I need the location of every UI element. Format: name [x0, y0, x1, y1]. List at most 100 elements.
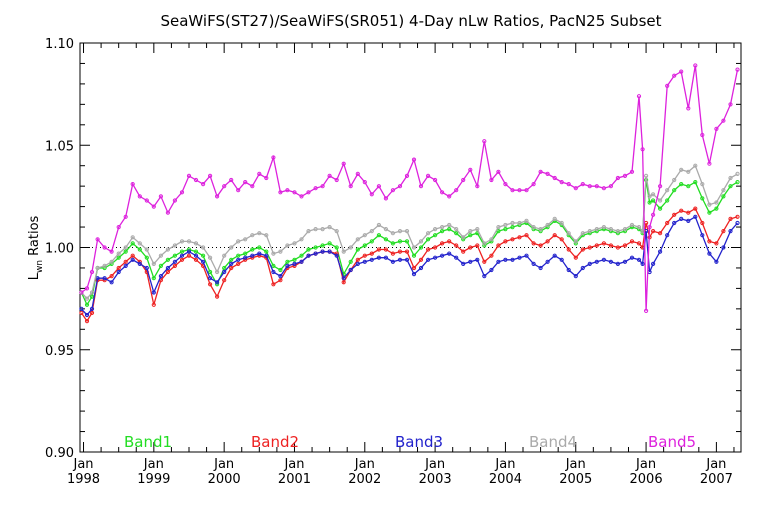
data-point-band1 [334, 245, 339, 250]
data-point-band2 [545, 239, 550, 244]
x-tick-year-label: 1999 [137, 472, 170, 487]
data-point-band3 [186, 249, 192, 254]
data-point-band1 [651, 198, 656, 203]
data-point-band4 [707, 202, 712, 207]
data-point-band3 [292, 261, 297, 266]
data-point-band5 [496, 169, 501, 174]
data-point-band3 [179, 253, 185, 258]
data-point-band3 [306, 253, 311, 258]
data-point-band3 [580, 265, 585, 271]
data-point-band4 [545, 222, 550, 228]
data-point-band3 [165, 265, 170, 271]
data-point-band4 [123, 245, 128, 250]
svg-text:Lwn Ratios: Lwn Ratios [27, 215, 45, 280]
data-point-band5 [334, 177, 339, 183]
data-point-band2 [721, 229, 726, 234]
data-point-band4 [292, 241, 297, 246]
data-point-band3 [320, 249, 325, 254]
data-point-band2 [728, 216, 733, 221]
data-point-band3 [123, 263, 128, 268]
data-point-band2 [580, 247, 585, 252]
data-point-band3 [102, 276, 107, 281]
data-point-band1 [503, 227, 508, 232]
data-point-band3 [461, 261, 466, 266]
data-point-band3 [573, 274, 578, 279]
data-point-band2 [215, 294, 220, 299]
data-point-band5 [151, 204, 156, 209]
data-point-band4 [172, 243, 177, 248]
data-point-band4 [580, 231, 585, 236]
data-point-band4 [102, 263, 107, 268]
data-point-band3 [215, 280, 220, 285]
data-point-band4 [531, 225, 536, 230]
data-point-band1 [362, 243, 367, 248]
data-point-band2 [433, 245, 438, 250]
data-point-band4 [306, 229, 311, 234]
data-point-band5 [468, 167, 473, 172]
data-point-band5 [608, 184, 614, 189]
data-point-band4 [647, 194, 652, 199]
data-point-band1 [137, 247, 142, 252]
data-point-band5 [327, 173, 332, 178]
data-point-band2 [679, 208, 684, 213]
data-point-band5 [545, 171, 550, 176]
data-point-band3 [89, 306, 95, 311]
data-point-band3 [397, 257, 403, 262]
data-point-band4 [636, 225, 642, 230]
x-tick-year-label: 2006 [630, 472, 663, 487]
data-point-band3 [84, 312, 90, 318]
data-point-band3 [566, 267, 571, 273]
x-tick-year-label: 2003 [419, 472, 452, 487]
data-point-band5 [559, 180, 564, 185]
data-point-band5 [257, 171, 262, 176]
data-point-band2 [151, 302, 156, 307]
data-point-band3 [531, 261, 536, 266]
data-point-band2 [482, 259, 487, 264]
data-point-band4 [348, 245, 353, 250]
data-point-band2 [447, 239, 452, 244]
data-point-band1 [285, 259, 290, 264]
data-point-band5 [102, 245, 107, 250]
data-point-band3 [362, 259, 367, 264]
data-point-band3 [109, 280, 114, 285]
x-tick-month-label: Jan [143, 457, 164, 472]
data-point-band4 [285, 243, 290, 248]
data-point-band5 [208, 173, 213, 178]
x-tick-month-label: Jan [705, 457, 726, 472]
data-point-band4 [629, 222, 635, 228]
legend-entry-band5: Band5 [648, 433, 696, 451]
data-point-band5 [250, 184, 255, 189]
data-point-band2 [468, 245, 473, 250]
data-point-band1 [222, 265, 227, 271]
data-point-band3 [510, 257, 515, 262]
data-point-band1 [84, 302, 90, 307]
data-point-band4 [376, 222, 381, 228]
data-point-band4 [95, 265, 100, 271]
series-line-band2 [80, 207, 738, 323]
data-point-band5 [355, 171, 360, 176]
x-tick-year-label: 2000 [208, 472, 241, 487]
data-point-band1 [355, 247, 360, 252]
x-tick-month-label: Jan [635, 457, 656, 472]
data-point-band4 [186, 239, 192, 244]
data-point-band4 [362, 233, 367, 238]
data-point-band2 [172, 263, 177, 268]
data-point-band5 [552, 175, 557, 181]
data-point-band5 [644, 308, 649, 313]
data-point-band3 [524, 253, 529, 258]
data-point-band1 [179, 249, 185, 254]
data-point-band4 [601, 225, 607, 230]
data-point-band1 [193, 249, 199, 254]
data-point-band4 [714, 200, 719, 205]
data-point-band4 [644, 173, 649, 178]
data-point-band5 [137, 194, 142, 199]
data-point-band3 [313, 251, 318, 256]
data-point-band2 [84, 319, 90, 324]
data-point-band4 [658, 198, 663, 203]
data-point-band4 [552, 216, 557, 221]
data-point-band2 [376, 247, 381, 252]
data-point-band3 [693, 214, 698, 219]
data-point-band4 [137, 241, 142, 246]
data-point-band5 [320, 184, 325, 189]
data-point-band1 [510, 225, 515, 230]
